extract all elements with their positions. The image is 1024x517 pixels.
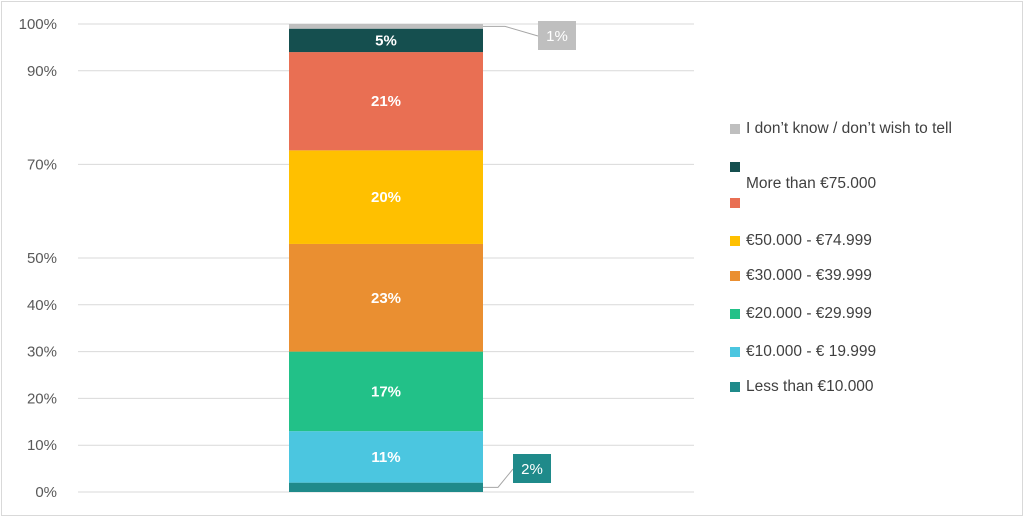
legend-swatch-50000-74999 [730,236,740,246]
data-label-5: 21% [371,93,401,110]
legend-label-10000-19999: €10.000 - € 19.999 [746,343,877,360]
y-tick-label-8: 100% [19,16,57,33]
legend-swatch-10000-19999 [730,347,740,357]
bar-segment-7 [289,24,483,29]
legend-label-more-than-75000: More than €75.000 [746,175,877,192]
callout-line-0 [483,468,514,488]
legend-swatch-20000-29999 [730,309,740,319]
data-label-7: 1% [546,28,568,45]
data-label-0: 2% [521,461,543,478]
y-tick-label-4: 40% [27,297,57,314]
legend: I don’t know / don’t wish to tell More t… [730,0,1020,517]
legend-swatch-30000-39999 [730,271,740,281]
callout-line-7 [483,25,539,37]
data-label-3: 23% [371,290,401,307]
bar-segment-1 [289,431,483,483]
data-label-6: 5% [375,32,397,49]
bar-segment-4 [289,150,483,244]
y-tick-label-5: 50% [27,250,57,267]
legend-swatch-dont-know [730,124,740,134]
data-label-4: 20% [371,189,401,206]
y-tick-label-7: 90% [27,63,57,80]
y-tick-label-0: 0% [35,484,57,501]
data-label-1: 11% [371,449,400,466]
legend-swatch-more-than-75000 [730,162,740,172]
legend-label-less-than-10000: Less than €10.000 [746,378,874,395]
legend-label-30000-39999: €30.000 - €39.999 [746,267,872,284]
data-label-2: 17% [371,383,401,400]
legend-label-dont-know: I don’t know / don’t wish to tell [746,120,952,137]
y-tick-label-2: 20% [27,390,57,407]
y-tick-label-1: 10% [27,437,57,454]
callout-box-0 [513,454,551,483]
bar-segment-5 [289,52,483,151]
legend-swatch-coral [730,198,740,208]
bar-segment-2 [289,351,483,432]
legend-label-20000-29999: €20.000 - €29.999 [746,305,872,322]
legend-swatch-less-than-10000 [730,382,740,392]
legend-label-50000-74999: €50.000 - €74.999 [746,232,872,249]
bar-segment-0 [289,482,483,492]
bar-segment-3 [289,243,483,352]
callout-box-7 [538,21,576,50]
y-tick-label-6: 70% [27,156,57,173]
y-tick-label-3: 30% [27,344,57,361]
bar-segment-6 [289,28,483,53]
